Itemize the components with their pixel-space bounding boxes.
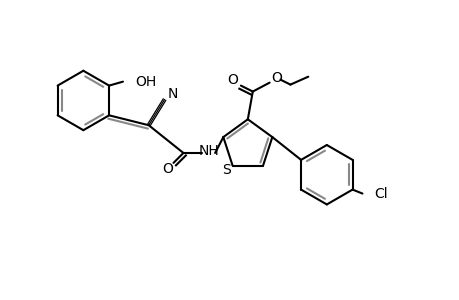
Text: O: O [270,71,281,85]
Text: Cl: Cl [374,187,387,201]
Text: O: O [162,162,173,176]
Text: N: N [167,86,177,100]
Text: S: S [222,163,230,177]
Text: NH: NH [198,144,219,158]
Text: OH: OH [134,75,156,88]
Text: O: O [227,73,238,87]
